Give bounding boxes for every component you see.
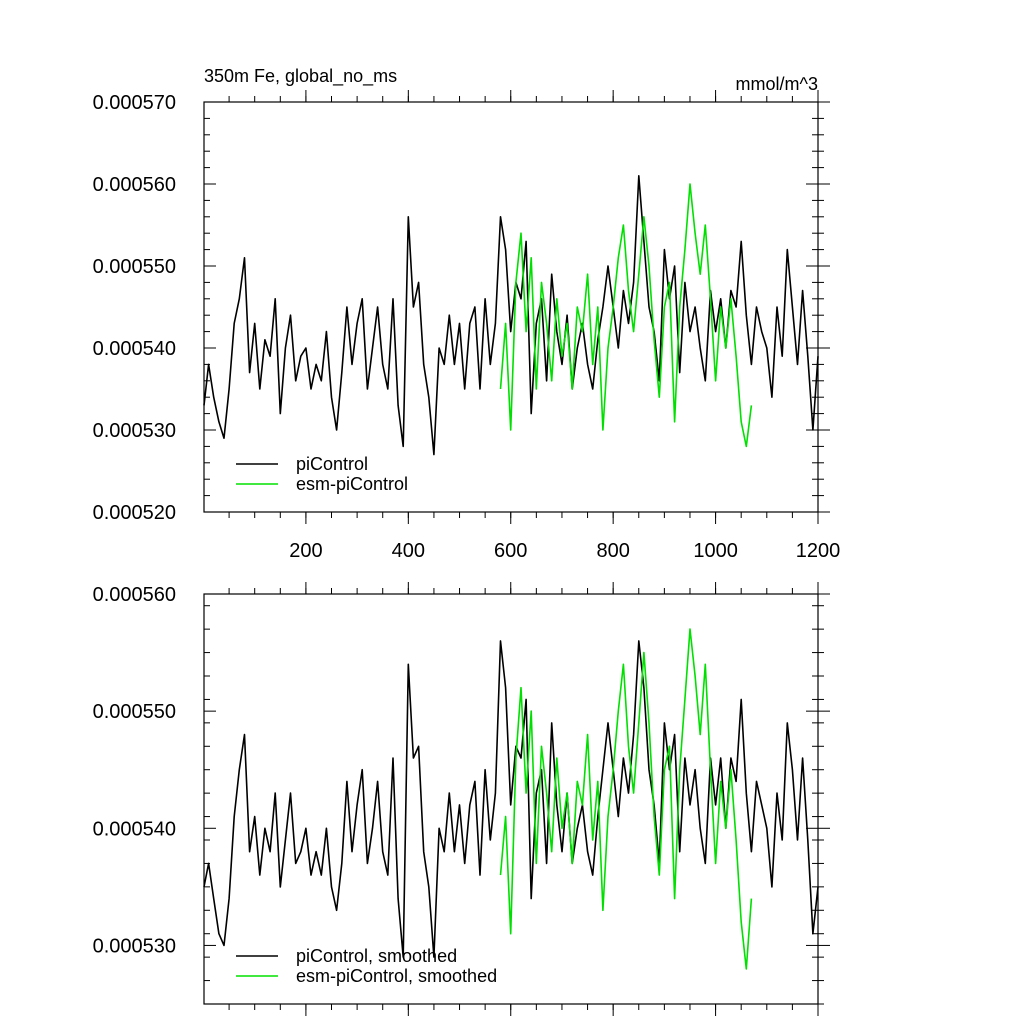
- x-tick-label: 400: [392, 540, 425, 562]
- x-tick-label: 1000: [693, 540, 738, 562]
- panel-bottom: 0.000560 0.000550 0.000540 0.000530 piContr…: [93, 582, 830, 1016]
- x-tick-label: 1200: [796, 540, 841, 562]
- series-line-picontrol: [203, 640, 819, 958]
- x-tick-labels-top: 200 400 600 800 1000 1200: [289, 540, 840, 562]
- y-tick-label: 0.000550: [93, 256, 176, 278]
- y-tick-label: 0.000550: [93, 701, 176, 723]
- axis-ticks-bottom: [204, 582, 830, 1016]
- legend-label: piControl, smoothed: [296, 946, 457, 966]
- y-tick-label: 0.000540: [93, 338, 176, 360]
- x-tick-label: 600: [494, 540, 527, 562]
- chart-title: 350m Fe, global_no_ms: [204, 66, 397, 87]
- y-tick-label: 0.000530: [93, 935, 176, 957]
- y-tick-label: 0.000560: [93, 174, 176, 196]
- y-tick-label: 0.000540: [93, 818, 176, 840]
- series-line-esm-picontrol: [499, 183, 753, 448]
- axis-ticks-top: [204, 90, 830, 524]
- panel-top: 350m Fe, global_no_ms mmol/m^3 0.0005700…: [93, 66, 841, 562]
- y-tick-label: 0.000570: [93, 92, 176, 114]
- legend-label: esm-piControl, smoothed: [296, 966, 497, 986]
- legend-label: piControl: [296, 454, 368, 474]
- y-tick-label: 0.000560: [93, 584, 176, 606]
- y-tick-labels-top: 0.000570 0.000560 0.000550 0.000540 0.000530…: [93, 92, 176, 524]
- y-tick-label: 0.000520: [93, 502, 176, 524]
- y-tick-label: 0.000530: [93, 420, 176, 442]
- x-tick-label: 200: [289, 540, 322, 562]
- x-tick-label: 800: [596, 540, 629, 562]
- series-layer-top: [203, 175, 819, 456]
- plot-frame-top: [203, 101, 819, 513]
- units-label: mmol/m^3: [736, 74, 818, 94]
- series-layer-bottom: [203, 628, 819, 970]
- series-line-esm-picontrol: [499, 628, 753, 970]
- legend-label: esm-piControl: [296, 474, 408, 494]
- series-line-picontrol: [203, 175, 819, 456]
- y-tick-labels-bottom: 0.000560 0.000550 0.000540 0.000530: [93, 584, 176, 957]
